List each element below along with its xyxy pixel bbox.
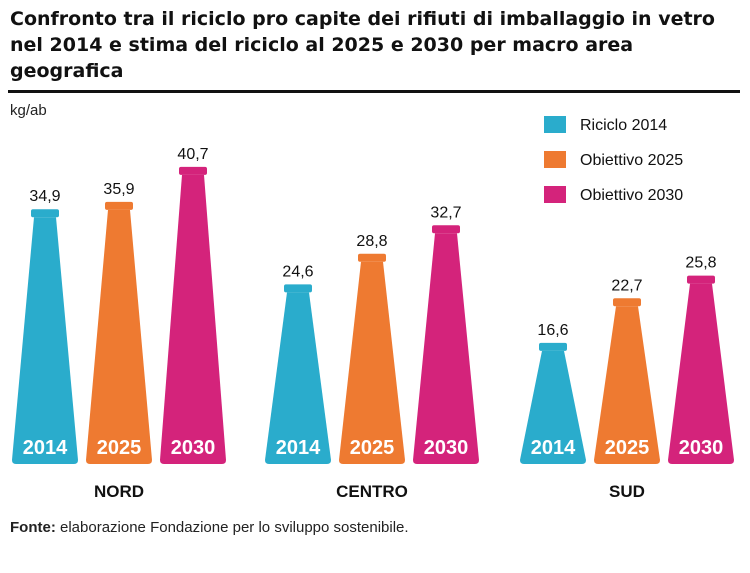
bar-year-label: 2014 bbox=[23, 437, 68, 459]
bar-sud-2025 bbox=[594, 306, 660, 464]
title-rule bbox=[8, 90, 740, 93]
bar-year-label: 2030 bbox=[679, 437, 724, 459]
data-label: 22,7 bbox=[611, 277, 642, 294]
source-text: elaborazione Fondazione per lo sviluppo … bbox=[60, 519, 409, 536]
bottle-cap-sud-2030 bbox=[687, 275, 715, 284]
bottle-cap-nord-2014 bbox=[31, 209, 59, 218]
bottle-cap-sud-2014 bbox=[539, 342, 567, 351]
legend-swatch-2014 bbox=[544, 116, 566, 133]
category-label-nord: NORD bbox=[94, 482, 144, 501]
bottle-cap-sud-2025 bbox=[613, 298, 641, 307]
bar-centro-2030 bbox=[413, 233, 479, 464]
bar-sud-2014 bbox=[520, 350, 586, 464]
data-label: 16,6 bbox=[537, 322, 568, 339]
data-label: 32,7 bbox=[430, 204, 461, 221]
bar-year-label: 2014 bbox=[531, 437, 576, 459]
bottle-cap-centro-2025 bbox=[358, 253, 386, 262]
bar-centro-2025 bbox=[339, 261, 405, 464]
bar-nord-2025 bbox=[86, 209, 152, 464]
y-unit-label: kg/ab bbox=[10, 102, 47, 119]
bar-year-label: 2030 bbox=[171, 437, 216, 459]
bar-year-label: 2025 bbox=[350, 437, 395, 459]
data-label: 40,7 bbox=[177, 146, 208, 163]
bar-centro-2014 bbox=[265, 292, 331, 464]
bottle-cap-centro-2014 bbox=[284, 284, 312, 293]
legend-label: Obiettivo 2030 bbox=[580, 187, 683, 204]
bar-nord-2030 bbox=[160, 174, 226, 464]
bottle-cap-nord-2025 bbox=[105, 201, 133, 210]
data-label: 35,9 bbox=[103, 181, 134, 198]
data-label: 34,9 bbox=[29, 188, 60, 205]
chart-title: Confronto tra il riciclo pro capite dei … bbox=[10, 8, 715, 82]
source-note: Fonte: elaborazione Fondazione per lo sv… bbox=[10, 519, 409, 536]
data-label: 25,8 bbox=[685, 255, 716, 272]
bar-nord-2014 bbox=[12, 217, 78, 464]
legend-label: Obiettivo 2025 bbox=[580, 152, 683, 169]
bottle-cap-nord-2030 bbox=[179, 166, 207, 175]
data-label: 24,6 bbox=[282, 263, 313, 280]
bar-year-label: 2025 bbox=[97, 437, 142, 459]
bottle-cap-centro-2030 bbox=[432, 225, 460, 234]
bar-year-label: 2014 bbox=[276, 437, 321, 459]
bar-year-label: 2025 bbox=[605, 437, 650, 459]
legend-swatch-2025 bbox=[544, 151, 566, 168]
source-label: Fonte: bbox=[10, 519, 56, 536]
legend-label: Riciclo 2014 bbox=[580, 117, 667, 134]
category-label-centro: CENTRO bbox=[336, 482, 408, 501]
bar-year-label: 2030 bbox=[424, 437, 469, 459]
bar-sud-2030 bbox=[668, 283, 734, 464]
data-label: 28,8 bbox=[356, 233, 387, 250]
category-label-sud: SUD bbox=[609, 482, 645, 501]
legend-swatch-2030 bbox=[544, 186, 566, 203]
